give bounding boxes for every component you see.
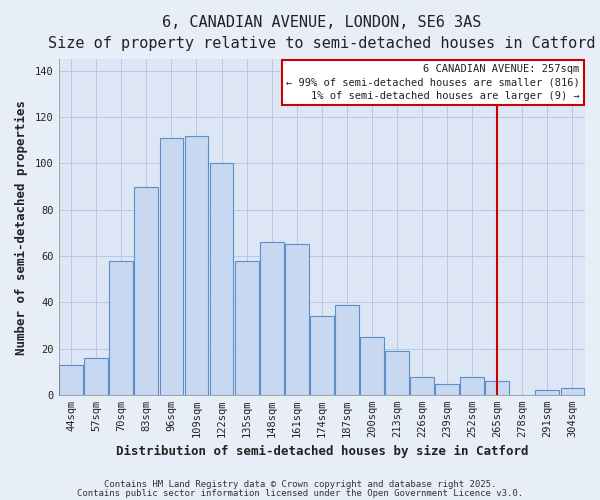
Bar	[535, 390, 559, 395]
Bar	[435, 384, 459, 395]
Bar	[134, 186, 158, 395]
Bar	[235, 260, 259, 395]
Text: 6 CANADIAN AVENUE: 257sqm
← 99% of semi-detached houses are smaller (816)
1% of : 6 CANADIAN AVENUE: 257sqm ← 99% of semi-…	[286, 64, 580, 100]
Title: 6, CANADIAN AVENUE, LONDON, SE6 3AS
Size of property relative to semi-detached h: 6, CANADIAN AVENUE, LONDON, SE6 3AS Size…	[48, 15, 596, 51]
X-axis label: Distribution of semi-detached houses by size in Catford: Distribution of semi-detached houses by …	[116, 444, 528, 458]
Bar	[209, 164, 233, 395]
Text: Contains public sector information licensed under the Open Government Licence v3: Contains public sector information licen…	[77, 488, 523, 498]
Bar	[335, 304, 359, 395]
Bar	[185, 136, 208, 395]
Bar	[160, 138, 184, 395]
Bar	[59, 365, 83, 395]
Y-axis label: Number of semi-detached properties: Number of semi-detached properties	[15, 100, 28, 354]
Bar	[260, 242, 284, 395]
Bar	[310, 316, 334, 395]
Bar	[285, 244, 308, 395]
Bar	[410, 376, 434, 395]
Bar	[109, 260, 133, 395]
Bar	[460, 376, 484, 395]
Bar	[485, 381, 509, 395]
Bar	[360, 337, 384, 395]
Bar	[560, 388, 584, 395]
Bar	[385, 351, 409, 395]
Bar	[85, 358, 108, 395]
Text: Contains HM Land Registry data © Crown copyright and database right 2025.: Contains HM Land Registry data © Crown c…	[104, 480, 496, 489]
